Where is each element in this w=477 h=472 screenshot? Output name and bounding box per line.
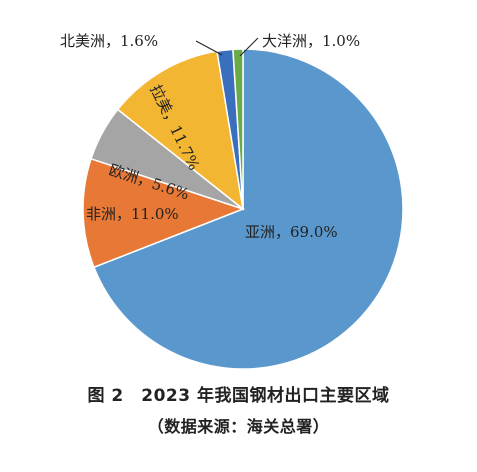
pie-slice-latin-america bbox=[116, 50, 245, 211]
figure-source: （数据来源：海关总署） bbox=[147, 417, 330, 436]
leader-line-north-america bbox=[195, 40, 223, 56]
label-north-america: 北美洲，1.6% bbox=[60, 32, 158, 50]
pie-slice-asia bbox=[93, 48, 404, 370]
pie-slice-oceania bbox=[232, 48, 244, 210]
label-oceania: 大洋洲，1.0% bbox=[262, 32, 360, 50]
figure-caption: 图 2 2023 年我国钢材出口主要区域 bbox=[87, 386, 390, 406]
leader-line-oceania bbox=[239, 37, 259, 57]
label-africa: 非洲，11.0% bbox=[86, 205, 179, 223]
label-asia: 亚洲，69.0% bbox=[245, 223, 338, 241]
pie-chart: 亚洲，69.0% 非洲，11.0% 欧洲，5.6% 拉美，11.7% 北美洲，1… bbox=[60, 32, 404, 370]
pie-slice-africa bbox=[82, 157, 246, 269]
